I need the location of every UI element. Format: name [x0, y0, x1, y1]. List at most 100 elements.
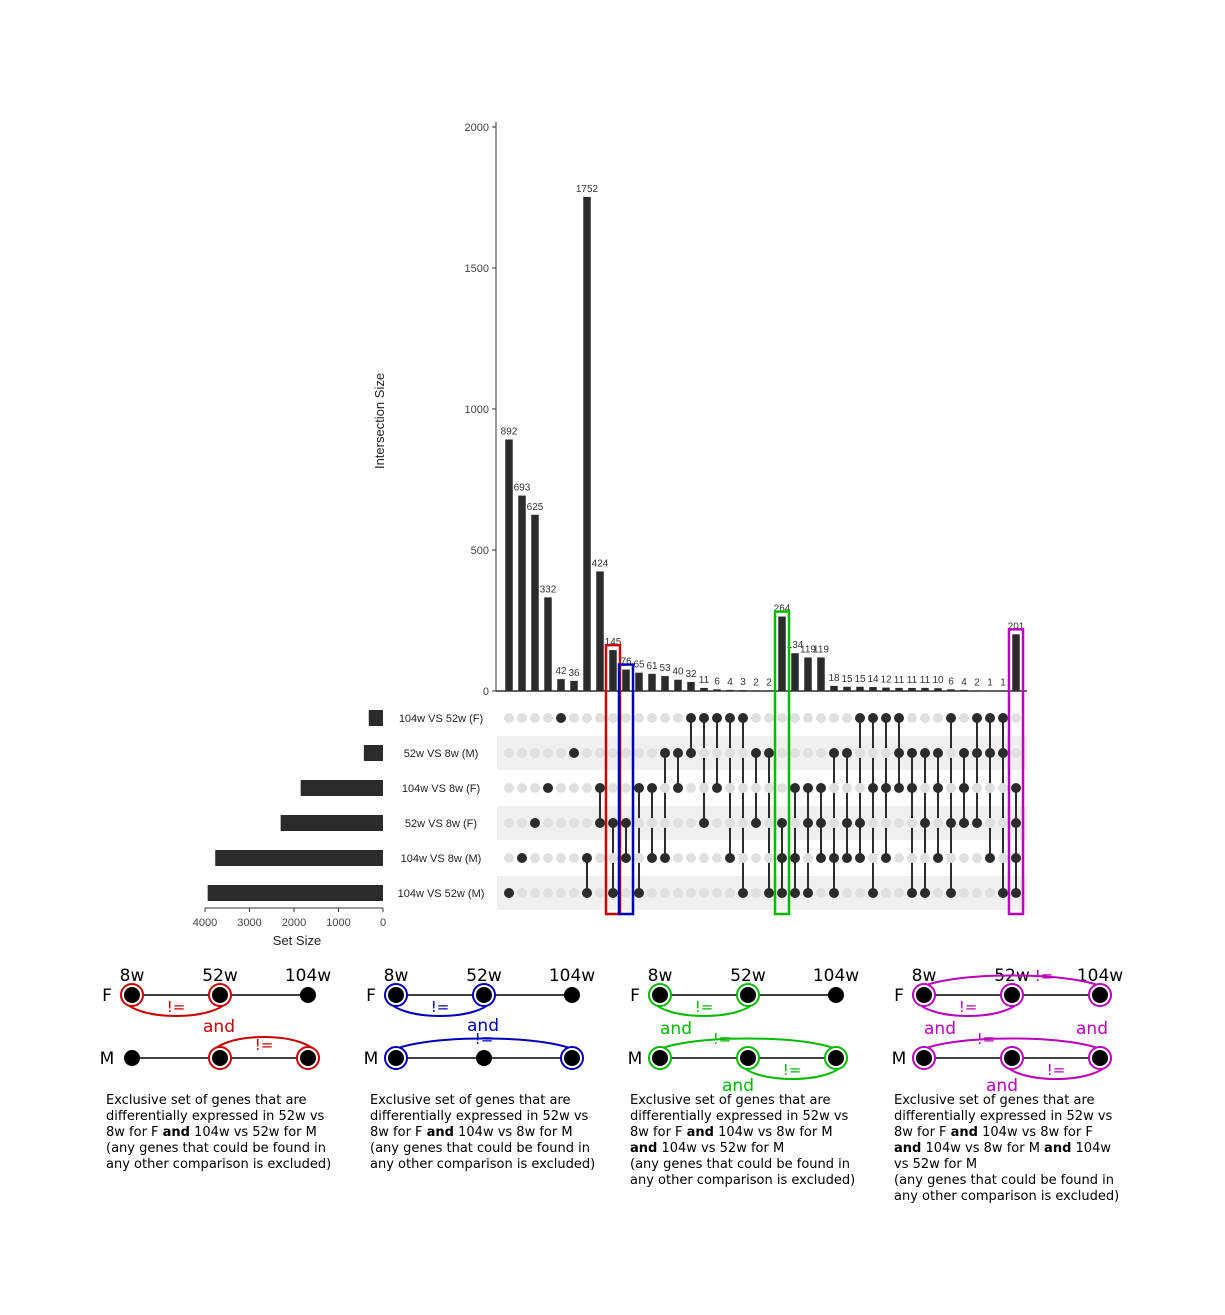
matrix-dot-active [985, 713, 995, 723]
node-m [388, 1050, 404, 1066]
bar-value-label: 61 [646, 661, 658, 672]
matrix-dot-inactive [868, 748, 878, 758]
matrix-dot-active [972, 748, 982, 758]
intersection-bar [570, 680, 578, 691]
intersection-bar [700, 687, 708, 691]
matrix-dot-inactive [517, 713, 527, 723]
matrix-dot-active [712, 783, 722, 793]
intersection-bar [635, 672, 643, 691]
matrix-dot-active [647, 853, 657, 863]
intersection-bar [713, 689, 721, 691]
matrix-dot-inactive [530, 713, 540, 723]
caption-line: differentially expressed in 52w vs [106, 1109, 325, 1124]
bar-value-label: 4 [727, 677, 733, 688]
matrix-dot-active [673, 783, 683, 793]
node-m [828, 1050, 844, 1066]
matrix-dot-inactive [1011, 713, 1021, 723]
matrix-dot-inactive [829, 783, 839, 793]
neq-label: != [255, 1036, 274, 1054]
matrix-dot-active [894, 713, 904, 723]
matrix-dot-inactive [881, 748, 891, 758]
y-tick-label: 0 [483, 686, 489, 698]
set-name-label: 104w VS 8w (F) [402, 783, 480, 795]
intersection-bar [752, 690, 760, 692]
matrix-dot-active [959, 818, 969, 828]
caption-3: Exclusive set of genes that are different… [630, 1093, 855, 1189]
matrix-dot-inactive [699, 748, 709, 758]
matrix-dot-inactive [543, 818, 553, 828]
node-f [300, 987, 316, 1003]
matrix-dot-active [868, 783, 878, 793]
matrix-dot-active [933, 748, 943, 758]
bar-value-label: 119 [813, 644, 829, 655]
matrix-dot-active [582, 853, 592, 863]
matrix-dot-active [868, 888, 878, 898]
matrix-dot-inactive [816, 748, 826, 758]
bar-value-label: 1 [1000, 678, 1006, 689]
matrix-dot-active [595, 818, 605, 828]
set-names: 104w VS 52w (F) 52w VS 8w (M) 104w VS 8w (… [398, 713, 485, 900]
matrix-dot-inactive [673, 853, 683, 863]
matrix-dot-inactive [738, 818, 748, 828]
time-label: 104w [549, 966, 595, 986]
matrix-dot-active [881, 783, 891, 793]
matrix-dot-inactive [959, 713, 969, 723]
row-label-f: F [102, 986, 112, 1006]
bar-value-label: 4 [961, 677, 967, 688]
matrix-dot-inactive [543, 713, 553, 723]
bar-value-label: 10 [932, 675, 944, 686]
matrix-dot-active [907, 748, 917, 758]
matrix-dot-inactive [777, 748, 787, 758]
matrix-dot-active [920, 818, 930, 828]
matrix-dot-inactive [790, 713, 800, 723]
matrix-dot-inactive [660, 818, 670, 828]
matrix-dot-inactive [699, 783, 709, 793]
matrix-dot-active [595, 783, 605, 793]
matrix-dot-inactive [894, 853, 904, 863]
highlight-box [617, 663, 635, 916]
matrix-dot-active [842, 853, 852, 863]
matrix-dot-inactive [933, 713, 943, 723]
matrix-dot-active [907, 783, 917, 793]
dot-matrix [504, 713, 1021, 898]
matrix-dot-active [829, 853, 839, 863]
matrix-dot-active [933, 783, 943, 793]
matrix-dot-inactive [803, 748, 813, 758]
matrix-dot-inactive [842, 713, 852, 723]
bar-value-label: 119 [800, 644, 816, 655]
set-name-label: 104w VS 8w (M) [401, 853, 482, 865]
intersection-bar [648, 673, 656, 691]
matrix-dot-inactive [777, 713, 787, 723]
matrix-dot-active [660, 748, 670, 758]
intersection-bar [778, 616, 786, 691]
matrix-dot-active [777, 888, 787, 898]
intersection-bar [622, 669, 630, 691]
matrix-dot-inactive [855, 748, 865, 758]
matrix-dot-active [816, 853, 826, 863]
and-label: and [1076, 1019, 1108, 1039]
time-label: 52w [730, 966, 766, 986]
bar-value-label: 15 [841, 674, 853, 685]
matrix-dot-active [868, 713, 878, 723]
matrix-dot-active [985, 853, 995, 863]
bar-value-label: 53 [659, 663, 671, 674]
caption-4: Exclusive set of genes that are different… [894, 1093, 1119, 1205]
set-name-label: 52w VS 8w (F) [405, 818, 477, 830]
matrix-dot-active [790, 853, 800, 863]
matrix-dot-inactive [582, 713, 592, 723]
matrix-dot-inactive [881, 888, 891, 898]
matrix-dot-active [621, 818, 631, 828]
bar-value-label: 625 [527, 502, 544, 513]
highlight-box [773, 610, 791, 916]
matrix-dot-inactive [686, 853, 696, 863]
node-m [740, 1050, 756, 1066]
caption-line: and 104w vs 8w for M and 104w [894, 1141, 1111, 1156]
matrix-dot-inactive [972, 888, 982, 898]
matrix-dot-inactive [621, 888, 631, 898]
time-label: 8w [912, 966, 937, 986]
matrix-dot-active [829, 888, 839, 898]
matrix-dot-active [855, 713, 865, 723]
node-f [1004, 987, 1020, 1003]
matrix-dot-active [712, 713, 722, 723]
matrix-dot-inactive [634, 818, 644, 828]
